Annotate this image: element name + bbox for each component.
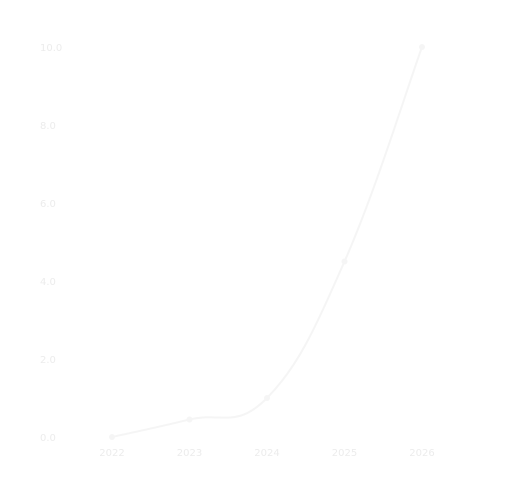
data-point[interactable] xyxy=(186,416,193,423)
x-tick-label: 2023 xyxy=(177,448,202,459)
y-tick-label: 6.0 xyxy=(40,199,56,210)
y-tick-label: 4.0 xyxy=(40,277,56,288)
y-tick-label: 10.0 xyxy=(40,43,62,54)
series-line xyxy=(111,46,423,438)
data-point[interactable] xyxy=(341,258,348,265)
x-tick-label: 2022 xyxy=(99,448,124,459)
y-tick-label: 8.0 xyxy=(40,121,56,132)
y-axis-tick-labels: 0.0 2.0 4.0 6.0 8.0 10.0 xyxy=(40,43,62,444)
x-tick-label: 2026 xyxy=(409,448,434,459)
x-axis-tick-labels: 2022 2023 2024 2025 2026 xyxy=(99,448,434,459)
data-point[interactable] xyxy=(109,434,115,440)
y-tick-label: 2.0 xyxy=(40,355,56,366)
x-tick-label: 2025 xyxy=(332,448,357,459)
x-tick-label: 2024 xyxy=(254,448,279,459)
y-tick-label: 0.0 xyxy=(40,433,56,444)
data-point[interactable] xyxy=(419,44,425,50)
data-point[interactable] xyxy=(264,395,270,401)
series-group xyxy=(109,44,425,440)
